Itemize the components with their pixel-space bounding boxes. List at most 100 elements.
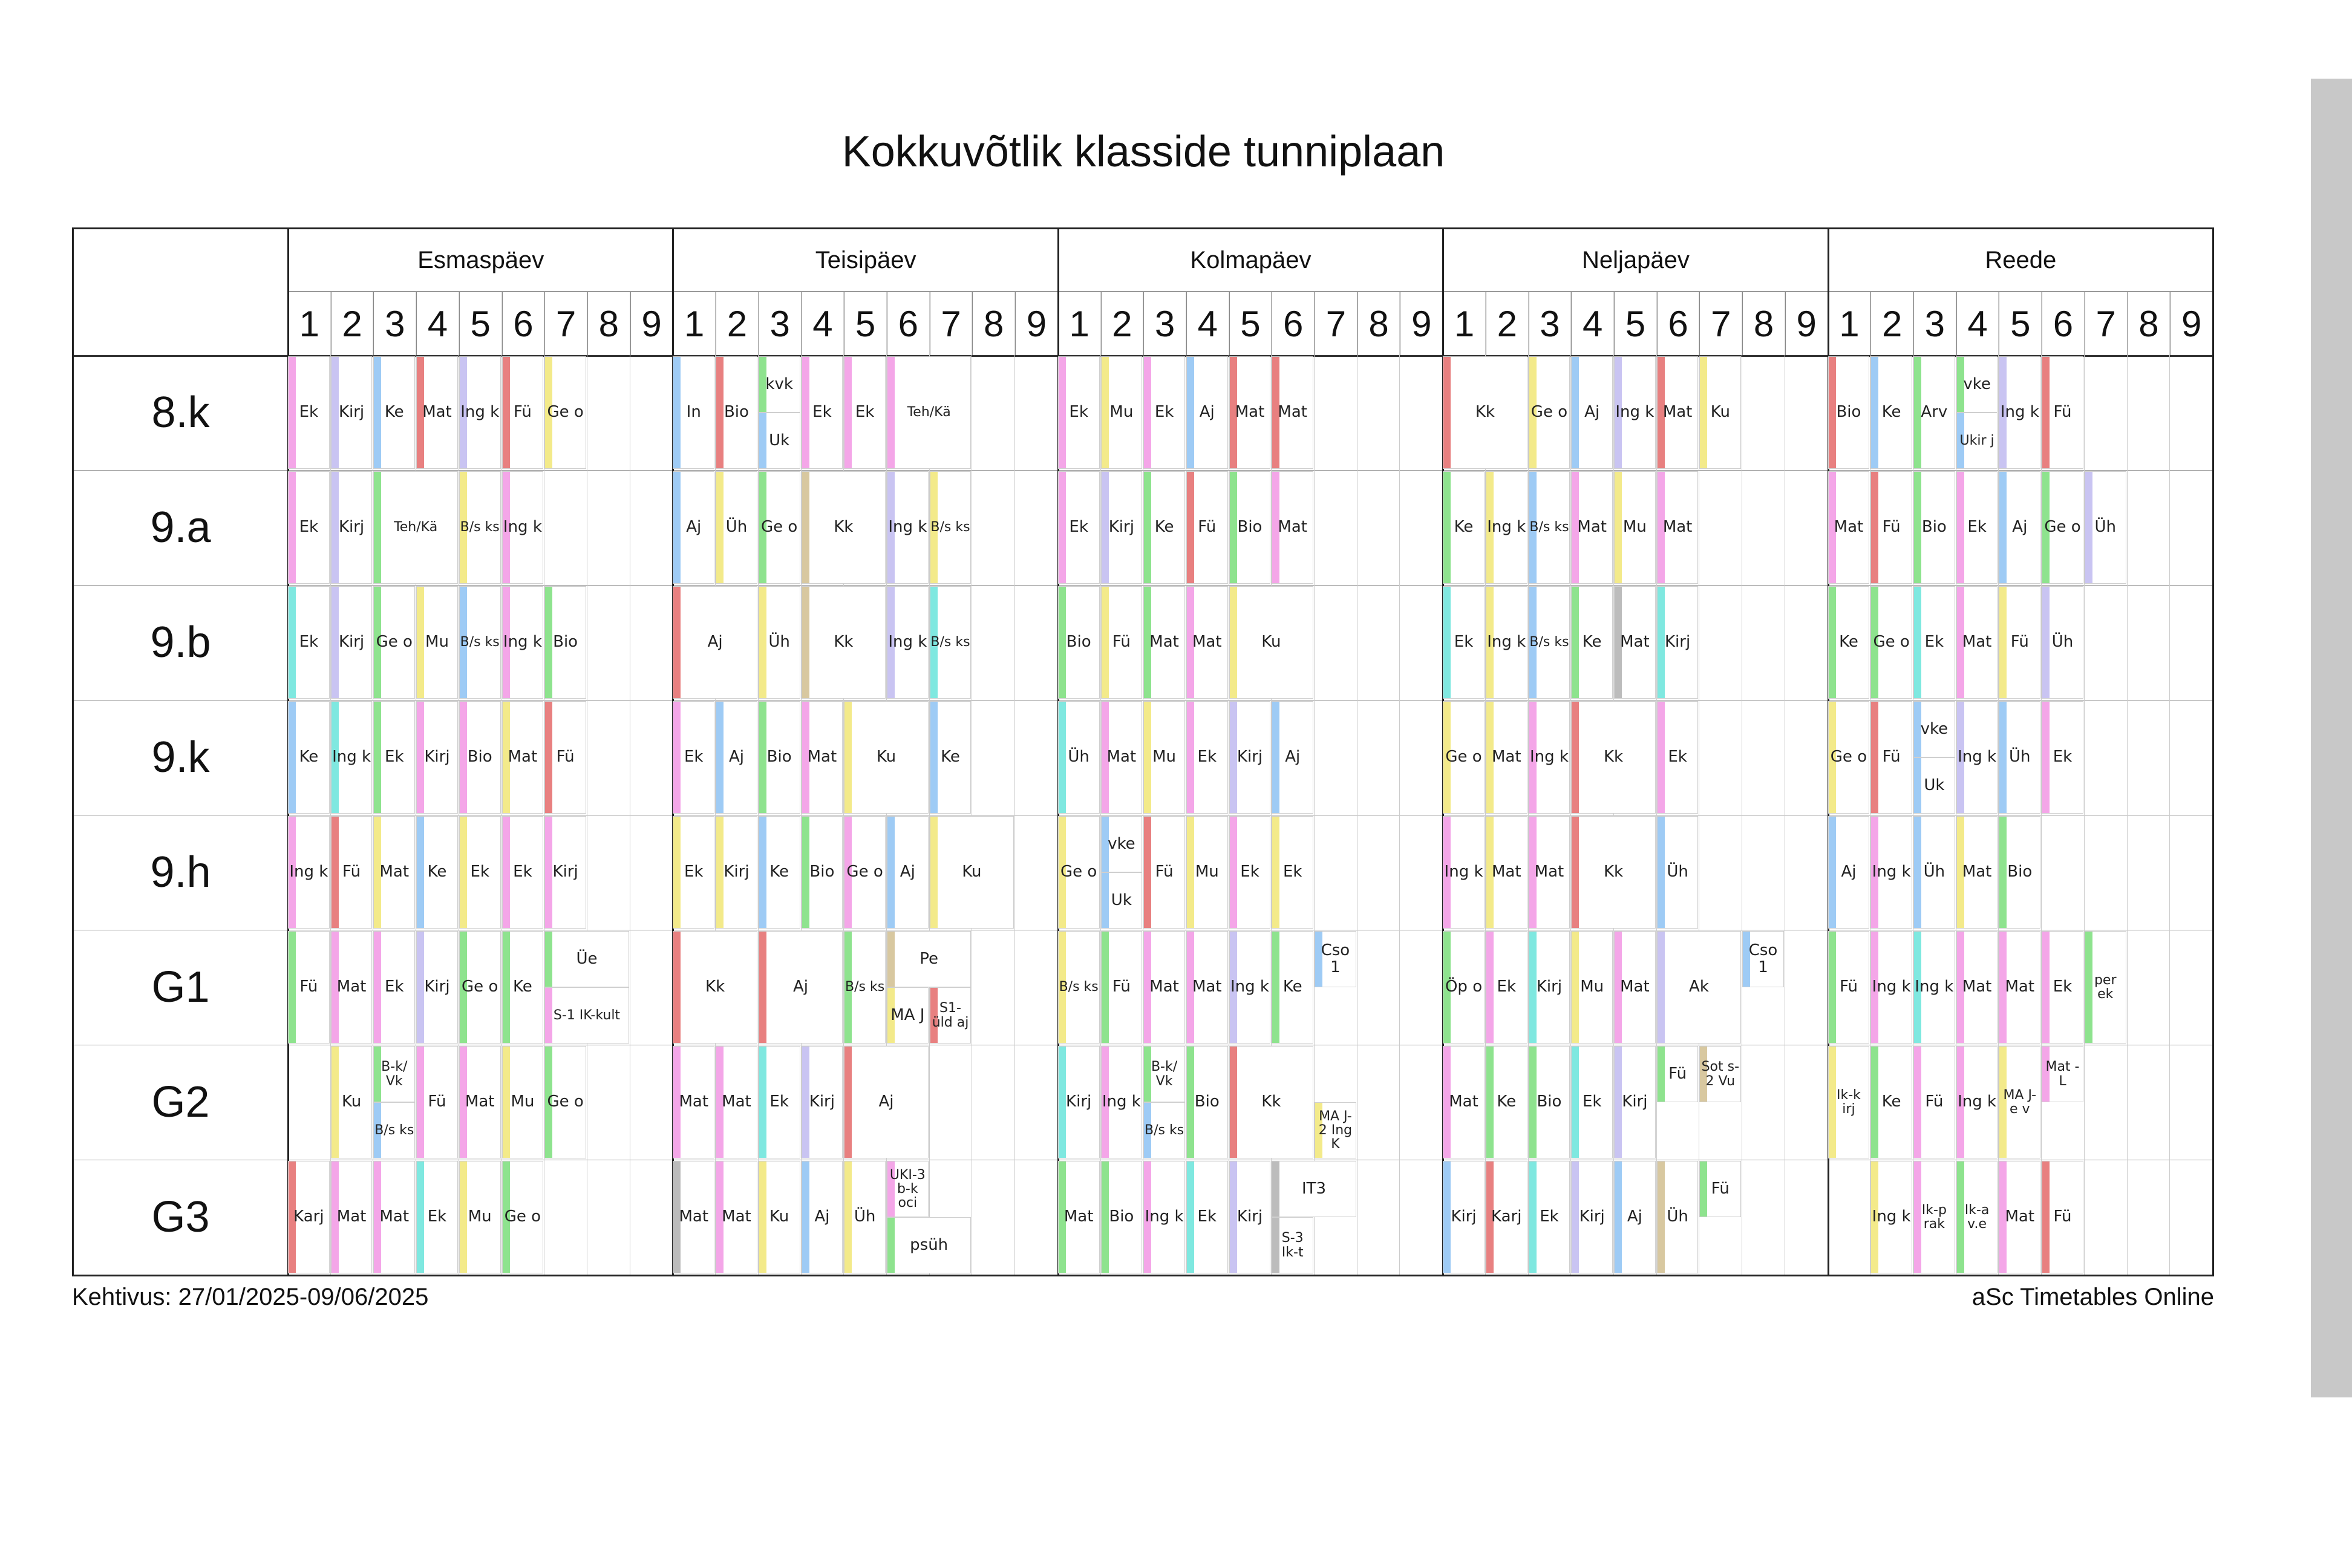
- lesson-cell[interactable]: Kirj: [416, 701, 458, 814]
- lesson-cell[interactable]: Ku: [929, 816, 1014, 929]
- lesson-cell[interactable]: Kk: [673, 931, 757, 1044]
- lesson-cell[interactable]: Bio: [758, 701, 800, 814]
- lesson-cell[interactable]: Ge o: [544, 356, 586, 469]
- lesson-cell[interactable]: Fü: [416, 1046, 458, 1158]
- lesson-cell[interactable]: Ge o: [844, 816, 886, 929]
- lesson-cell[interactable]: Bio: [1528, 1046, 1570, 1158]
- lesson-cell[interactable]: Kirj: [801, 1046, 843, 1158]
- lesson-cell[interactable]: Aj: [1614, 1161, 1656, 1273]
- lesson-cell[interactable]: Kirj: [1057, 1046, 1100, 1158]
- lesson-cell[interactable]: Cso 1: [1742, 931, 1784, 987]
- lesson-cell[interactable]: Aj: [758, 931, 843, 1044]
- lesson-cell[interactable]: vke: [1956, 356, 1998, 413]
- lesson-cell[interactable]: Aj: [886, 816, 929, 929]
- lesson-cell[interactable]: MA J: [886, 987, 929, 1044]
- lesson-cell[interactable]: Kirj: [1229, 701, 1271, 814]
- lesson-cell[interactable]: Fü: [2042, 1161, 2083, 1273]
- lesson-cell[interactable]: Teh/Kä: [373, 471, 458, 584]
- lesson-cell[interactable]: Ke: [758, 816, 800, 929]
- lesson-cell[interactable]: B/s ks: [929, 586, 972, 699]
- lesson-cell[interactable]: B/s ks: [459, 471, 501, 584]
- lesson-cell[interactable]: vke: [1913, 701, 1955, 757]
- lesson-cell[interactable]: Ing k: [1870, 931, 1912, 1044]
- lesson-cell[interactable]: Üh: [1656, 1161, 1699, 1273]
- lesson-cell[interactable]: Ek: [673, 816, 715, 929]
- lesson-cell[interactable]: Mu: [459, 1161, 501, 1273]
- lesson-cell[interactable]: Fü: [1143, 816, 1185, 929]
- lesson-cell[interactable]: Ge o: [501, 1161, 544, 1273]
- lesson-cell[interactable]: Bio: [1057, 586, 1100, 699]
- lesson-cell[interactable]: Ge o: [1057, 816, 1100, 929]
- lesson-cell[interactable]: Mu: [416, 586, 458, 699]
- lesson-cell[interactable]: Ing k: [1100, 1046, 1143, 1158]
- lesson-cell[interactable]: Üh: [2084, 471, 2126, 584]
- lesson-cell[interactable]: Bio: [1999, 816, 2041, 929]
- lesson-cell[interactable]: Mu: [501, 1046, 544, 1158]
- lesson-cell[interactable]: Mat: [1186, 586, 1228, 699]
- lesson-cell[interactable]: Ek: [1913, 586, 1955, 699]
- lesson-cell[interactable]: S1-üld aj: [929, 987, 972, 1044]
- lesson-cell[interactable]: Aj: [673, 586, 757, 699]
- lesson-cell[interactable]: Karj: [288, 1161, 330, 1273]
- lesson-cell[interactable]: Ge o: [1870, 586, 1912, 699]
- lesson-cell[interactable]: Mat: [373, 1161, 416, 1273]
- lesson-cell[interactable]: kvk: [758, 356, 800, 413]
- lesson-cell[interactable]: Fü: [1870, 701, 1912, 814]
- lesson-cell[interactable]: Kirj: [330, 586, 373, 699]
- lesson-cell[interactable]: Bio: [544, 586, 586, 699]
- lesson-cell[interactable]: Bio: [459, 701, 501, 814]
- lesson-cell[interactable]: Ke: [1443, 471, 1485, 584]
- lesson-cell[interactable]: Ing k: [886, 471, 929, 584]
- lesson-cell[interactable]: Öp o: [1443, 931, 1485, 1044]
- lesson-cell[interactable]: Mat: [1143, 586, 1185, 699]
- lesson-cell[interactable]: Bio: [716, 356, 757, 469]
- lesson-cell[interactable]: Fü: [1186, 471, 1228, 584]
- lesson-cell[interactable]: Kk: [1229, 1046, 1314, 1158]
- lesson-cell[interactable]: Ge o: [1443, 701, 1485, 814]
- lesson-cell[interactable]: IT3: [1272, 1161, 1356, 1217]
- lesson-cell[interactable]: Ek: [1485, 931, 1527, 1044]
- lesson-cell[interactable]: Ek: [459, 816, 501, 929]
- lesson-cell[interactable]: Kirj: [544, 816, 586, 929]
- lesson-cell[interactable]: Ik-k irj: [1828, 1046, 1870, 1158]
- lesson-cell[interactable]: Ak: [1656, 931, 1742, 1044]
- lesson-cell[interactable]: Ke: [1828, 586, 1870, 699]
- lesson-cell[interactable]: Fü: [501, 356, 544, 469]
- lesson-cell[interactable]: S-3 Ik-t: [1272, 1217, 1314, 1273]
- lesson-cell[interactable]: Ge o: [1828, 701, 1870, 814]
- lesson-cell[interactable]: Mat: [1614, 586, 1656, 699]
- lesson-cell[interactable]: Kk: [1443, 356, 1527, 469]
- lesson-cell[interactable]: Ek: [2042, 931, 2083, 1044]
- lesson-cell[interactable]: Bio: [801, 816, 843, 929]
- lesson-cell[interactable]: Ek: [288, 471, 330, 584]
- lesson-cell[interactable]: B-k/ Vk: [373, 1046, 416, 1102]
- lesson-cell[interactable]: Mat: [1057, 1161, 1100, 1273]
- lesson-cell[interactable]: Kirj: [1100, 471, 1143, 584]
- lesson-cell[interactable]: Kirj: [1443, 1161, 1485, 1273]
- lesson-cell[interactable]: Üh: [1656, 816, 1699, 929]
- lesson-cell[interactable]: Ke: [501, 931, 544, 1044]
- lesson-cell[interactable]: Mat: [373, 816, 416, 929]
- lesson-cell[interactable]: Ke: [288, 701, 330, 814]
- lesson-cell[interactable]: Ge o: [2042, 471, 2083, 584]
- lesson-cell[interactable]: Mat: [1656, 356, 1699, 469]
- lesson-cell[interactable]: Fü: [330, 816, 373, 929]
- lesson-cell[interactable]: psüh: [886, 1217, 972, 1273]
- lesson-cell[interactable]: Ek: [844, 356, 886, 469]
- lesson-cell[interactable]: Üh: [844, 1161, 886, 1273]
- lesson-cell[interactable]: Ing k: [1143, 1161, 1185, 1273]
- lesson-cell[interactable]: Ing k: [1229, 931, 1271, 1044]
- lesson-cell[interactable]: Bio: [1913, 471, 1955, 584]
- lesson-cell[interactable]: Ing k: [1956, 701, 1998, 814]
- lesson-cell[interactable]: Fü: [1699, 1161, 1742, 1217]
- lesson-cell[interactable]: Kirj: [1571, 1161, 1613, 1273]
- lesson-cell[interactable]: Ke: [1870, 356, 1912, 469]
- lesson-cell[interactable]: Aj: [1186, 356, 1228, 469]
- lesson-cell[interactable]: Ku: [1699, 356, 1742, 469]
- lesson-cell[interactable]: Ke: [929, 701, 972, 814]
- lesson-cell[interactable]: Mat: [1143, 931, 1185, 1044]
- lesson-cell[interactable]: Ukir j: [1956, 413, 1998, 469]
- lesson-cell[interactable]: Ek: [501, 816, 544, 929]
- lesson-cell[interactable]: Ek: [1186, 1161, 1228, 1273]
- lesson-cell[interactable]: Ge o: [459, 931, 501, 1044]
